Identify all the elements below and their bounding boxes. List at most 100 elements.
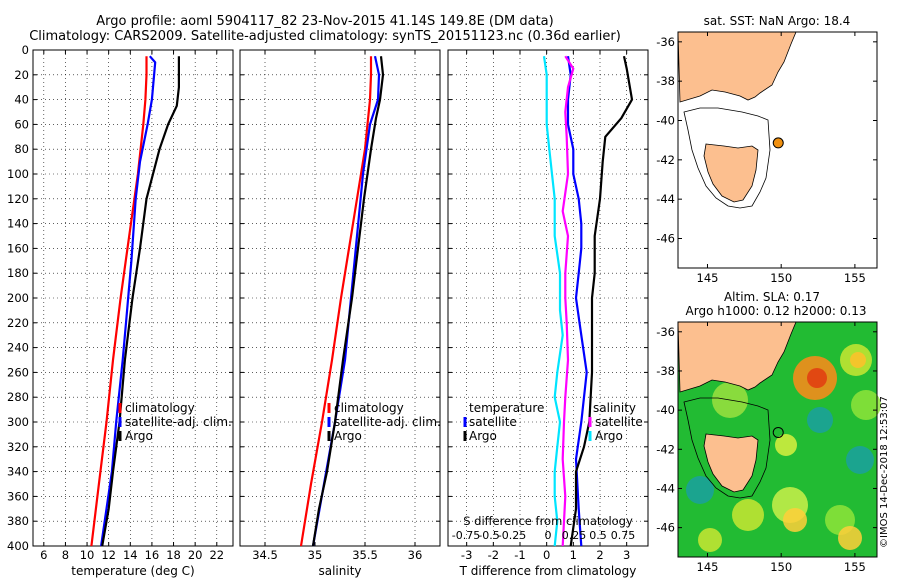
- temperature-ytick-label: 200: [7, 291, 29, 305]
- temperature-ytick-label: 80: [14, 142, 29, 156]
- difference-s-tick-label: -0.25: [498, 529, 526, 542]
- difference-s-tick-label: -0.5: [478, 529, 499, 542]
- temperature-xtick-label: 18: [166, 548, 181, 562]
- panel-difference: -3 -2 -1 0 1 2 3 T difference from climatology t…: [447, 49, 649, 578]
- sla-anomaly-blob: [846, 446, 874, 474]
- temperature-ytick-label: 340: [7, 465, 29, 479]
- sst-map-ytick-label: -38: [656, 74, 675, 88]
- sla-anomaly-blob: [851, 390, 881, 420]
- temperature-ytick-label: 140: [7, 217, 29, 231]
- difference-series-t-satellite: [566, 56, 588, 547]
- sst-map-title: sat. SST: NaN Argo: 18.4: [704, 14, 851, 28]
- salinity-legend-label: climatology: [334, 401, 404, 415]
- difference-legend-title-temperature: temperature: [469, 401, 544, 415]
- difference-legend-label-s: satellite: [595, 415, 643, 429]
- difference-xtick-label: -3: [461, 548, 472, 562]
- temperature-ytick-label: 0: [22, 43, 29, 57]
- difference-legend-label-t: satellite: [469, 415, 517, 429]
- temperature-xtick-label: 20: [188, 548, 203, 562]
- sla-anomaly-blob: [775, 434, 797, 456]
- salinity-xtick-label: 34.5: [252, 548, 278, 562]
- sla-map-ytick-label: -44: [656, 481, 675, 495]
- difference-xlabel-s: S difference from climatology: [463, 514, 633, 528]
- temperature-xtick-label: 16: [145, 548, 160, 562]
- salinity-xtick-label: 36: [408, 548, 423, 562]
- temperature-ytick-label: 260: [7, 365, 29, 379]
- difference-s-tick-label: -0.75: [452, 529, 480, 542]
- temperature-ytick-label: 380: [7, 514, 29, 528]
- temperature-xtick-label: 6: [40, 548, 47, 562]
- difference-xtick-label: 0: [543, 548, 550, 562]
- sst-map-ytick-label: -36: [656, 35, 675, 49]
- temperature-ytick-label: 100: [7, 167, 29, 181]
- salinity-series-climatology: [299, 56, 373, 547]
- difference-s-tick-label: 0.25: [562, 529, 587, 542]
- temperature-legend-label: Argo: [125, 429, 153, 443]
- sla-map-subtitle: Argo h1000: 0.12 h2000: 0.13: [686, 304, 867, 318]
- temperature-xtick-label: 10: [80, 548, 95, 562]
- sla-anomaly-blob: [838, 526, 862, 550]
- difference-xtick-label: 3: [623, 548, 630, 562]
- temperature-ytick-label: 40: [14, 93, 29, 107]
- sla-map-ytick-label: -38: [656, 364, 675, 378]
- temperature-ytick-label: 220: [7, 316, 29, 330]
- difference-series-s-argo: [542, 56, 564, 547]
- temperature-ytick-label: 20: [14, 68, 29, 82]
- temperature-ytick-label: 400: [7, 539, 29, 553]
- sst-map-frame: [677, 31, 878, 269]
- difference-xtick-label: 2: [596, 548, 603, 562]
- temperature-ytick-label: 240: [7, 341, 29, 355]
- sla-anomaly-blob: [783, 508, 807, 532]
- sla-map-ytick-label: -40: [656, 403, 675, 417]
- sla-map-argo-marker: [772, 426, 784, 438]
- figure-title-line1: Argo profile: aoml 5904117_82 23-Nov-201…: [96, 14, 554, 29]
- salinity-series-argo: [311, 56, 385, 547]
- sla-map-mainland: [677, 321, 797, 393]
- temperature-ytick-label: 320: [7, 440, 29, 454]
- sst-map-isobath: [683, 107, 771, 209]
- panel-sst-map: 145 150 155 -36 -38 -40 -42 -44 -46 sat. SST: NaN…: [656, 14, 878, 285]
- temperature-xtick-label: 12: [101, 548, 116, 562]
- temperature-xtick-label: 14: [123, 548, 138, 562]
- temperature-ytick-label: 280: [7, 390, 29, 404]
- sst-map-xtick-label: 155: [844, 271, 866, 285]
- sla-map-ytick-label: -36: [656, 325, 675, 339]
- sst-map-ytick-label: -46: [656, 232, 675, 246]
- difference-series-s-satellite-clim-: [561, 55, 575, 547]
- salinity-xtick-label: 35.5: [352, 548, 378, 562]
- difference-s-tick-label: 0.75: [611, 529, 636, 542]
- sla-map-title: Altim. SLA: 0.17: [724, 290, 820, 304]
- sla-anomaly-blob: [807, 407, 833, 433]
- panel-salinity: 34.5 35 35.5 36 salinity climatologysatellite…: [239, 49, 441, 578]
- sla-anomaly-blob: [732, 499, 764, 531]
- temperature-ytick-label: 360: [7, 489, 29, 503]
- difference-legend-title-salinity: salinity: [593, 401, 636, 415]
- sla-anomaly-blob: [850, 352, 866, 368]
- temperature-ytick-label: 120: [7, 192, 29, 206]
- temperature-xlabel: temperature (deg C): [71, 564, 194, 578]
- figure-title-line2: Climatology: CARS2009. Satellite-adjuste…: [29, 29, 621, 44]
- imos-credit: ©IMOS 14-Dec-2018 12:53:07: [879, 396, 890, 548]
- sst-map-argo-marker: [772, 137, 784, 149]
- sla-map-xtick-label: 155: [844, 560, 866, 574]
- difference-legend-label-t: Argo: [469, 429, 497, 443]
- panel-sla-map: 145 150 155 -36 -38 -40 -42 -44 -46 Altim. SLA: 0…: [656, 290, 881, 574]
- temperature-ytick-label: 300: [7, 415, 29, 429]
- sst-map-ytick-label: -42: [656, 153, 675, 167]
- sla-map-frame: [677, 321, 878, 558]
- difference-xlabel: T difference from climatology: [459, 564, 637, 578]
- sla-anomaly-blob: [686, 476, 714, 504]
- salinity-xlabel: salinity: [318, 564, 361, 578]
- sla-anomaly-blob: [698, 528, 722, 552]
- temperature-ytick-label: 160: [7, 241, 29, 255]
- sla-map-xtick-label: 145: [697, 560, 719, 574]
- sla-map-xtick-label: 150: [770, 560, 792, 574]
- temperature-xtick-label: 8: [62, 548, 69, 562]
- sst-map-xtick-label: 150: [770, 271, 792, 285]
- difference-xtick-label: -1: [514, 548, 525, 562]
- sst-map-tasmania: [703, 143, 759, 203]
- difference-s-tick-label: 0.5: [589, 529, 607, 542]
- temperature-xtick-label: 22: [209, 548, 224, 562]
- sst-map-ytick-label: -44: [656, 192, 675, 206]
